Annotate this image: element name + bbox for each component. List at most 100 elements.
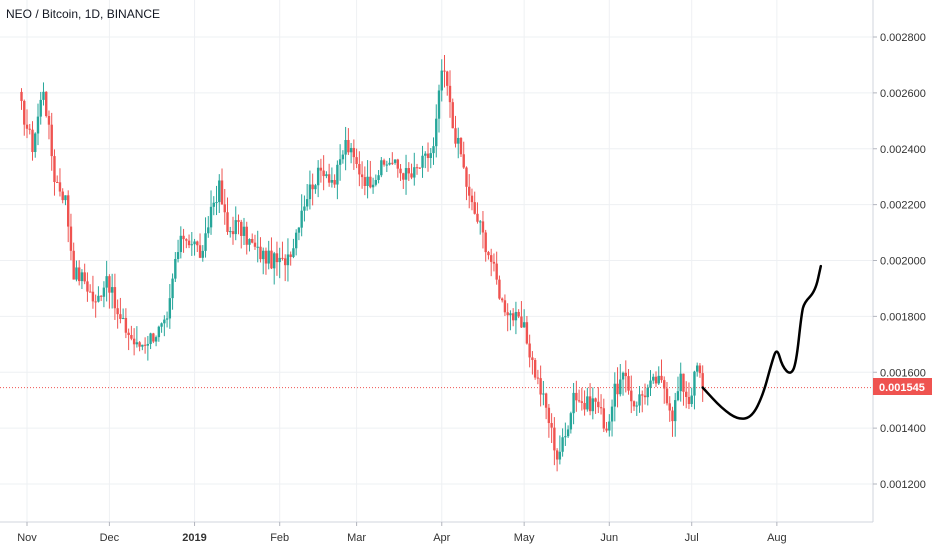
candle-body: [476, 213, 479, 222]
candle-body: [413, 167, 416, 178]
candle-body: [665, 388, 669, 404]
candle-body: [435, 118, 438, 147]
y-tick-label: 0.002800: [880, 32, 926, 44]
candle-body: [586, 396, 589, 410]
candle-body: [138, 342, 141, 347]
time-axis[interactable]: Nov Dec 2019 Feb Mar Apr May Jun Jul Aug: [17, 522, 787, 544]
candle-body: [380, 160, 383, 176]
candle-body: [77, 267, 81, 282]
current-price-label: 0.001545: [879, 382, 925, 394]
candle-body: [473, 202, 476, 214]
candle-body: [36, 116, 40, 134]
candle-body: [468, 186, 471, 196]
candle-body: [292, 248, 295, 257]
candle-body: [198, 245, 202, 258]
candle-body: [349, 147, 353, 153]
candle-body: [105, 276, 108, 288]
candle-body: [539, 378, 542, 395]
candle-body: [300, 210, 303, 228]
candle-body: [121, 317, 125, 319]
candle-body: [605, 428, 608, 431]
candle-body: [410, 173, 413, 178]
candle-body: [635, 405, 638, 407]
candle-body: [273, 253, 276, 269]
candle-body: [152, 333, 155, 342]
candle-body: [97, 295, 100, 302]
candle-body: [80, 272, 84, 282]
candle-body: [231, 231, 235, 235]
candle-body: [358, 164, 361, 175]
candle-body: [377, 175, 380, 180]
candle-body: [652, 376, 655, 381]
candle-body: [448, 85, 452, 103]
user-drawing-curve[interactable]: [701, 264, 823, 420]
candle-body: [421, 155, 424, 168]
candle-body: [451, 102, 454, 129]
candle-body: [218, 180, 221, 203]
candle-body: [544, 393, 548, 408]
candle-body: [322, 170, 325, 177]
candle-body: [130, 335, 133, 339]
candle-body: [23, 100, 26, 125]
candle-body: [690, 395, 693, 405]
candle-body: [116, 308, 119, 315]
candle-body: [171, 278, 174, 299]
candle-body: [418, 167, 421, 169]
candle-body: [187, 240, 191, 246]
candle-body: [668, 403, 671, 411]
candle-body: [432, 146, 435, 154]
candle-body: [341, 154, 345, 160]
projection-curve[interactable]: [701, 264, 823, 420]
candle-body: [396, 159, 400, 169]
candle-body: [201, 250, 204, 258]
candle-body: [547, 407, 551, 424]
x-tick-label: Dec: [100, 532, 120, 544]
candle-body: [47, 116, 51, 125]
candle-body: [135, 342, 139, 345]
candle-body: [319, 167, 323, 171]
candle-body: [75, 267, 78, 280]
candle-body: [336, 164, 339, 185]
candle-body: [481, 221, 485, 233]
candle-body: [514, 311, 518, 321]
candle-body: [283, 258, 287, 266]
candle-body: [355, 157, 358, 165]
candle-body: [347, 139, 350, 153]
candle-body: [31, 129, 34, 153]
candle-body: [632, 401, 636, 407]
price-axis[interactable]: 0.002800 0.002600 0.002400 0.002200 0.002000…: [873, 32, 926, 491]
candle-body: [67, 195, 70, 227]
candle-body: [42, 91, 45, 100]
candle-body: [141, 344, 144, 347]
candle-body: [160, 323, 163, 327]
candle-body: [613, 383, 616, 407]
candles: [20, 55, 704, 472]
candle-body: [143, 344, 147, 346]
candle-body: [682, 373, 685, 392]
y-tick-label: 0.001800: [880, 311, 926, 323]
candle-body: [550, 423, 553, 428]
candle-body: [58, 182, 62, 192]
candle-body: [196, 241, 199, 246]
candle-body: [630, 390, 633, 402]
candle-body: [234, 220, 237, 235]
candle-body: [561, 437, 564, 452]
candle-body: [369, 176, 372, 188]
current-price-badge: 0.001545: [873, 378, 932, 395]
candle-body: [654, 376, 658, 384]
candle-body: [264, 250, 268, 264]
candle-body: [522, 322, 526, 328]
candle-body: [25, 124, 29, 129]
candle-body: [270, 250, 273, 269]
candle-body: [525, 322, 529, 344]
candle-body: [429, 153, 432, 158]
candle-body: [286, 254, 290, 266]
candle-body: [602, 408, 606, 429]
candle-body: [674, 400, 677, 422]
candle-body: [470, 195, 474, 203]
candle-body: [517, 311, 520, 317]
candle-body: [253, 242, 257, 247]
candle-body: [646, 387, 649, 398]
candle-body: [627, 376, 630, 391]
